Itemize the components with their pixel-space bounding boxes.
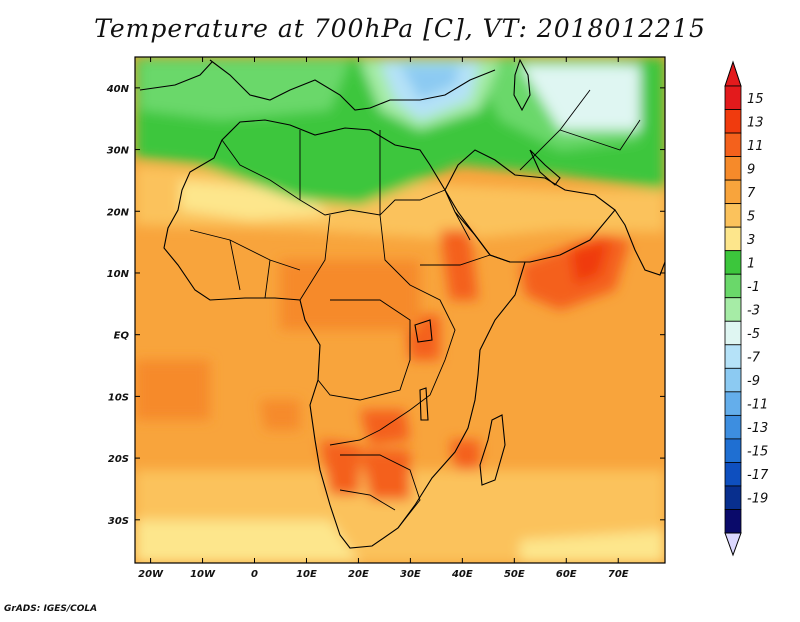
credit-text: GrADS: IGES/COLA xyxy=(4,604,98,614)
lon-tick-label: 10W xyxy=(190,569,216,580)
longitude-axis: 20W 10W 0 10E 20E 30E 40E 50E 60E 70E xyxy=(138,57,629,580)
colorbar-top-arrow xyxy=(724,60,742,87)
colorbar-label: 9 xyxy=(747,162,755,177)
colorbar: 15 13 11 9 7 5 3 1 -1 -3 -5 -7 -9 -11 -13 -15 -17 -19 xyxy=(724,60,769,557)
lat-tick-label: 10S xyxy=(108,392,129,403)
colorbar-swatch xyxy=(724,414,742,440)
colorbar-swatch xyxy=(724,509,742,534)
lon-tick-label: 10E xyxy=(296,569,317,580)
temperature-field xyxy=(135,57,665,563)
map-title: Temperature at 700hPa [C], VT: 201801221… xyxy=(94,14,706,43)
lon-tick-label: 40E xyxy=(451,569,473,580)
lat-tick-label: 10N xyxy=(107,269,130,280)
colorbar-swatch xyxy=(724,273,742,299)
colorbar-label: 1 xyxy=(747,256,755,271)
lat-tick-label: 30N xyxy=(107,146,130,157)
colorbar-label: -19 xyxy=(747,492,768,507)
colorbar-swatch xyxy=(724,344,742,369)
colorbar-label: -15 xyxy=(747,445,768,460)
colorbar-swatch xyxy=(724,226,742,252)
colorbar-label: -3 xyxy=(747,304,760,319)
colorbar-swatch xyxy=(724,250,742,275)
colorbar-swatch xyxy=(724,179,742,205)
lon-tick-label: 20E xyxy=(348,569,369,580)
colorbar-label: -11 xyxy=(747,398,768,413)
lat-tick-label: 30S xyxy=(108,516,129,527)
lon-tick-label: 60E xyxy=(556,569,577,580)
colorbar-bottom-arrow xyxy=(724,532,742,557)
lon-tick-label: 20W xyxy=(138,569,164,580)
colorbar-swatch xyxy=(724,367,742,393)
colorbar-label: -13 xyxy=(747,421,768,436)
colorbar-label: -1 xyxy=(747,280,760,295)
colorbar-swatch xyxy=(724,462,742,487)
colorbar-label: 5 xyxy=(747,209,755,224)
colorbar-swatch xyxy=(724,297,742,322)
colorbar-swatch xyxy=(724,203,742,228)
latitude-axis: 40N 30N 20N 10N EQ 10S 20S 30S xyxy=(106,84,665,527)
colorbar-label: -5 xyxy=(747,327,760,342)
lat-tick-label: 20S xyxy=(108,454,129,465)
colorbar-swatch xyxy=(724,485,742,510)
plot-frame xyxy=(134,56,666,564)
colorbar-swatch xyxy=(724,391,742,416)
colorbar-swatch xyxy=(724,132,742,157)
colorbar-label: -9 xyxy=(747,374,760,389)
colorbar-swatch xyxy=(724,438,742,463)
colorbar-swatch xyxy=(724,156,742,181)
lon-tick-label: 30E xyxy=(400,569,421,580)
colorbar-swatch xyxy=(724,320,742,346)
colorbar-label: 7 xyxy=(747,186,756,201)
lon-tick-label: 50E xyxy=(504,569,525,580)
lat-tick-label: 20N xyxy=(107,207,130,218)
colorbar-label: 13 xyxy=(747,115,764,130)
colorbar-label: -7 xyxy=(747,351,761,366)
lon-tick-label: 70E xyxy=(608,569,629,580)
colorbar-swatch xyxy=(724,109,742,134)
lon-tick-label: 0 xyxy=(251,569,258,580)
colorbar-swatch xyxy=(724,85,742,110)
colorbar-label: -17 xyxy=(747,468,769,483)
colorbar-label: 15 xyxy=(747,92,764,107)
lat-tick-label: EQ xyxy=(114,331,130,342)
colorbar-label: 11 xyxy=(747,139,764,154)
colorbar-label: 3 xyxy=(747,233,755,248)
lat-tick-label: 40N xyxy=(106,84,130,95)
